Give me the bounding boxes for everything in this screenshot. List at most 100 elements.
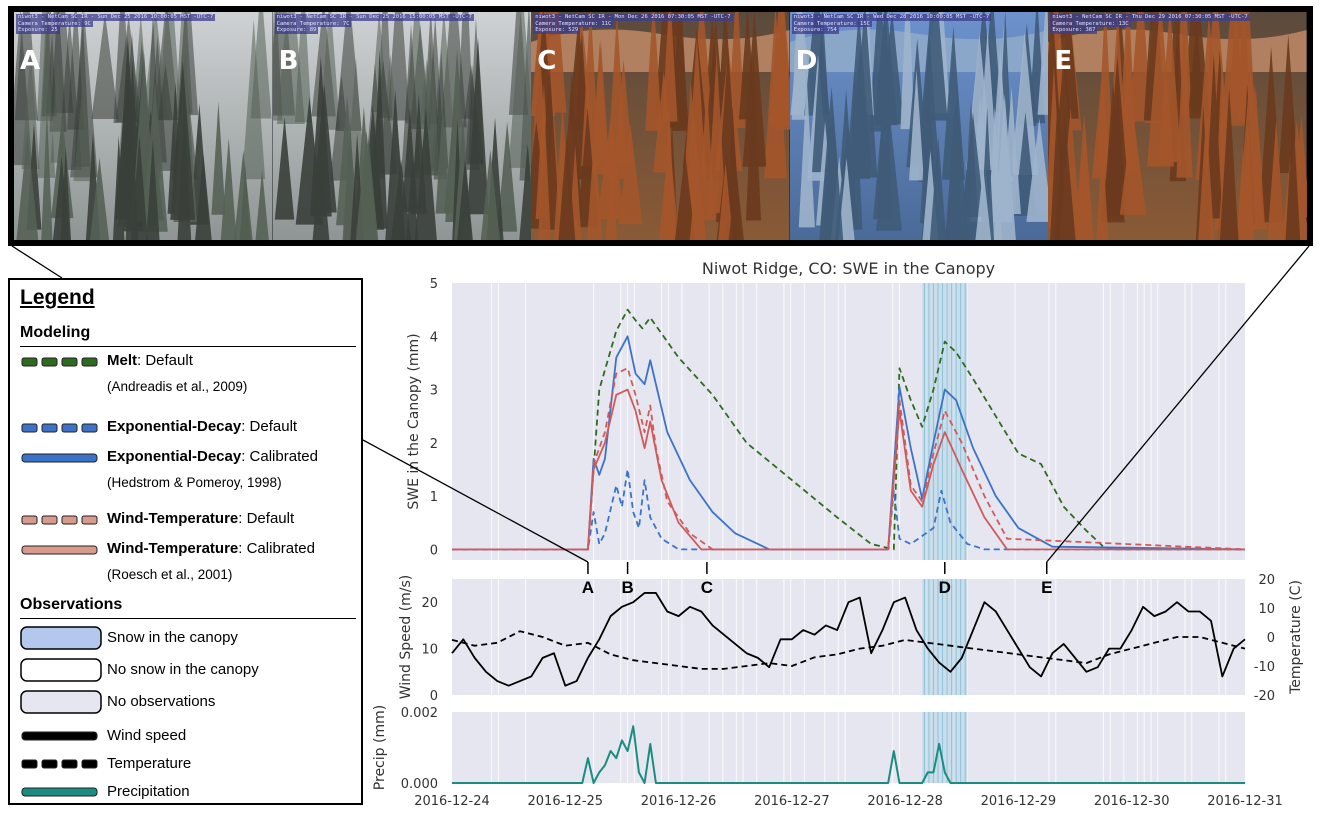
y-tick-label: 5 (430, 277, 438, 292)
camera-metadata-line: Exposure: 387 (1050, 27, 1098, 34)
legend-entry-label: Exponential-Decay: Calibrated (107, 448, 318, 465)
legend-entry-label: Wind-Temperature: Calibrated (107, 540, 315, 557)
y2-tick-label: -10 (1254, 660, 1275, 675)
legend-divider (20, 618, 356, 619)
y-axis-label: Precip (mm) (372, 705, 388, 790)
plot-background (452, 579, 1245, 695)
legend-swatch-solid (21, 787, 98, 797)
webcam-photo-c: niwot3 - NetCam SC IR - Mon Dec 26 2016 … (531, 12, 790, 240)
marker-letter: B (621, 578, 633, 597)
connector-line (11, 245, 63, 279)
camera-metadata: niwot3 - NetCam SC IR - Sun Dec 25 2016 … (16, 14, 216, 34)
legend-observation-label: No observations (107, 693, 216, 710)
legend-entry-model-name: Exponential-Decay (107, 448, 242, 465)
legend-entry-model-name: Wind-Temperature (107, 540, 239, 557)
photo-letter: D (795, 46, 818, 76)
series-line (452, 725, 1245, 784)
legend-swatch-solid (21, 453, 98, 463)
marker-letter: A (582, 578, 594, 597)
legend-swatch-box (20, 690, 102, 714)
marker-letter: D (939, 578, 951, 597)
plot-background (452, 712, 1245, 783)
x-tick-label: 2016-12-24 (414, 794, 490, 809)
webcam-photo-d: niwot3 - NetCam SC IR - Wed Dec 28 2016 … (789, 12, 1049, 240)
legend-citation: (Hedstrom & Pomeroy, 1998) (107, 475, 282, 490)
camera-metadata-line: niwot3 - NetCam SC IR - Sun Dec 25 2016 … (16, 14, 216, 21)
x-tick-label: 2016-12-29 (981, 794, 1057, 809)
camera-metadata-line: Exposure: 25 (16, 27, 60, 34)
y-tick-label: 0.002 (401, 706, 438, 721)
webcam-photo-strip: niwot3 - NetCam SC IR - Sun Dec 25 2016 … (8, 6, 1313, 246)
legend-swatch-dashed (21, 759, 98, 769)
y-tick-label: 0 (430, 543, 438, 558)
photo-letter: B (278, 46, 299, 76)
chart-title: Niwot Ridge, CO: SWE in the Canopy (702, 259, 995, 278)
plot-background (452, 283, 1245, 560)
photo-letter: C (537, 46, 557, 76)
connector-line (1046, 245, 1310, 563)
x-tick-label: 2016-12-27 (754, 794, 830, 809)
webcam-photo-b: niwot3 - NetCam SC IR - Sun Dec 25 2016 … (272, 12, 532, 240)
x-tick-label: 2016-12-31 (1207, 794, 1283, 809)
camera-metadata-line: niwot3 - NetCam SC IR - Mon Dec 26 2016 … (533, 14, 733, 21)
y-tick-label: 0.000 (401, 777, 438, 792)
series-line (452, 308, 1245, 551)
webcam-photo-e: niwot3 - NetCam SC IR - Thu Dec 29 2016 … (1048, 12, 1307, 240)
y2-tick-label: 10 (1258, 602, 1275, 617)
legend-divider (20, 346, 356, 347)
legend-observation-label: Temperature (107, 755, 192, 772)
legend-citation: (Roesch et al., 2001) (107, 567, 233, 582)
y-tick-label: 4 (430, 330, 438, 345)
y-axis-label: SWE in the Canopy (mm) (406, 333, 422, 509)
y-tick-label: 20 (421, 596, 438, 611)
legend-observation-label: Precipitation (107, 783, 190, 800)
connector-line (362, 439, 589, 563)
legend-citation: (Andreadis et al., 2009) (107, 379, 248, 394)
camera-metadata: niwot3 - NetCam SC IR - Sun Dec 25 2016 … (274, 14, 474, 34)
y2-axis-label: Temperature (C) (1288, 580, 1304, 695)
camera-metadata-line: niwot3 - NetCam SC IR - Wed Dec 28 2016 … (791, 14, 992, 21)
x-tick-label: 2016-12-26 (641, 794, 717, 809)
legend-title: Legend (20, 286, 95, 309)
camera-metadata-line: Camera Temperature: 15C (791, 20, 872, 27)
observations-heading: Observations (20, 596, 123, 613)
photo-letter: E (1054, 46, 1073, 76)
y-tick-label: 3 (430, 384, 438, 399)
legend-entry-label: Wind-Temperature: Default (107, 510, 294, 527)
legend-entry-variant: : Calibrated (241, 448, 318, 465)
camera-metadata-line: Camera Temperature: 7C (274, 20, 352, 27)
camera-metadata-line: Camera Temperature: 11C (533, 20, 614, 27)
y-axis-label: Wind Speed (m/s) (398, 575, 414, 700)
webcam-photo-a: niwot3 - NetCam SC IR - Sun Dec 25 2016 … (14, 12, 273, 240)
camera-metadata-line: niwot3 - NetCam SC IR - Sun Dec 25 2016 … (274, 14, 474, 21)
y2-tick-label: 0 (1267, 631, 1275, 646)
legend-panel: Legend Modeling Melt: Default (Andreadis et… (8, 278, 363, 805)
x-tick-label: 2016-12-25 (528, 794, 604, 809)
series-line (452, 367, 1246, 551)
snow-in-canopy-band (922, 283, 968, 560)
legend-observation-label: Wind speed (107, 727, 187, 744)
camera-metadata: niwot3 - NetCam SC IR - Mon Dec 26 2016 … (533, 14, 733, 34)
camera-metadata-line: niwot3 - NetCam SC IR - Thu Dec 29 2016 … (1050, 14, 1250, 21)
legend-entry-model-name: Wind-Temperature (107, 510, 239, 527)
legend-swatch-dashed (21, 423, 98, 433)
y-tick-label: 0 (430, 689, 438, 704)
legend-swatch-box (20, 658, 102, 682)
y2-tick-label: 20 (1258, 573, 1275, 588)
camera-metadata: niwot3 - NetCam SC IR - Thu Dec 29 2016 … (1050, 14, 1250, 34)
marker-letter: E (1041, 578, 1052, 597)
y2-tick-label: -20 (1254, 689, 1275, 704)
legend-entry-label: Exponential-Decay: Default (107, 418, 297, 435)
snow-in-canopy-band (922, 579, 968, 695)
legend-observation-label: No snow in the canopy (107, 661, 259, 678)
legend-entry-variant: : Default (137, 352, 193, 369)
series-line (452, 468, 1245, 551)
x-tick-label: 2016-12-28 (867, 794, 943, 809)
legend-observation-label: Snow in the canopy (107, 629, 238, 646)
camera-metadata: niwot3 - NetCam SC IR - Wed Dec 28 2016 … (791, 14, 992, 34)
legend-swatch-solid (21, 545, 98, 555)
legend-entry-variant: : Default (238, 510, 295, 527)
camera-metadata-line: Camera Temperature: 9C (16, 20, 93, 27)
legend-swatch-dashed (21, 515, 98, 525)
